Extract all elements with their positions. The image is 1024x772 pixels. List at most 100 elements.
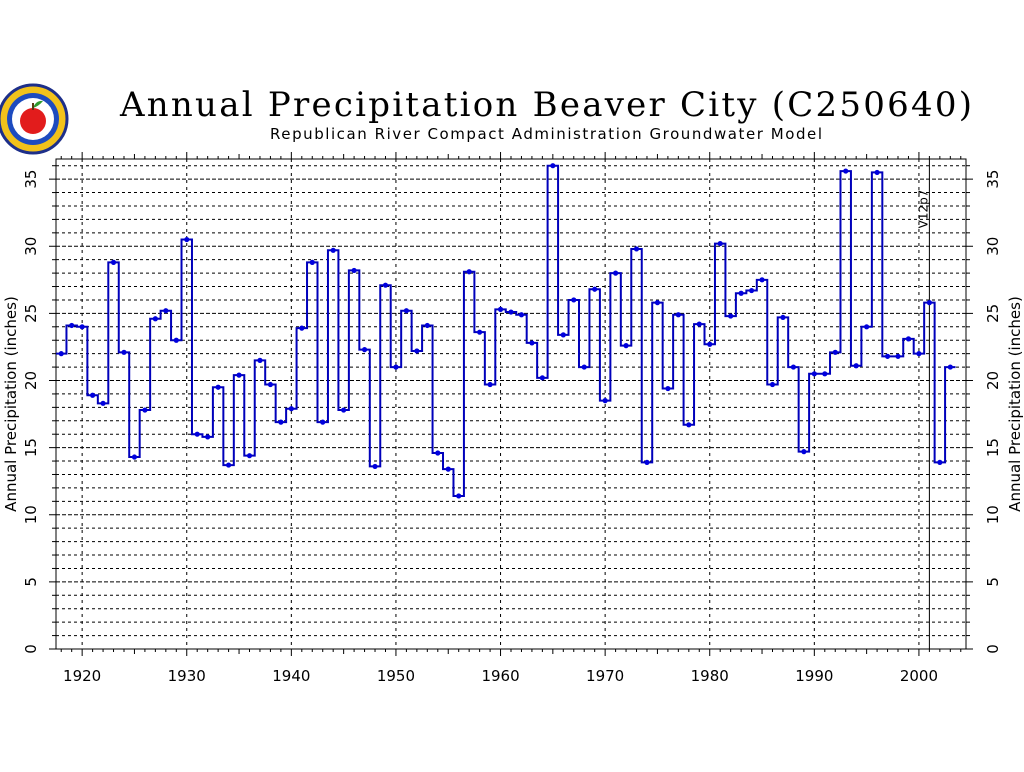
y-tick-label-left: 10 [22, 505, 40, 524]
data-point [382, 282, 389, 288]
annotation-label: V12p7 [916, 190, 930, 229]
data-point [529, 340, 535, 346]
data-point [707, 341, 713, 347]
data-point [696, 321, 702, 327]
data-point [330, 247, 336, 253]
marker-layer [58, 163, 953, 499]
data-point [278, 419, 284, 425]
data-point [738, 290, 744, 296]
data-point [665, 385, 671, 392]
y-tick-label-right: 15 [984, 438, 1002, 457]
data-point [822, 371, 828, 377]
y-axis-label-right: Annual Precipitation (inches) [1006, 296, 1024, 512]
data-point [550, 163, 556, 169]
data-point [320, 419, 326, 425]
data-point [173, 337, 179, 343]
y-tick-label-left: 0 [22, 644, 40, 654]
data-point [508, 309, 514, 315]
data-point [435, 450, 441, 456]
data-point [581, 364, 587, 370]
data-point [403, 308, 410, 314]
data-point [351, 267, 357, 274]
data-point [299, 325, 305, 331]
logo-seal-icon [0, 83, 69, 155]
data-point [644, 459, 650, 465]
series-step-line [56, 164, 956, 497]
y-tick-label-left: 20 [22, 371, 40, 390]
data-point [236, 372, 242, 378]
data-point [90, 392, 96, 398]
data-point [69, 322, 75, 329]
data-point [602, 398, 608, 404]
data-point [769, 381, 776, 388]
y-tick-label-right: 10 [984, 505, 1002, 524]
y-tick-label-left: 25 [22, 304, 40, 323]
data-point [257, 357, 263, 363]
y-tick-label-right: 20 [984, 371, 1002, 390]
tick-layer: 0 0 5 5 10 10 15 15 20 20 25 25 30 30 35 35 1920 1930 1940… [22, 152, 1002, 685]
y-tick-label-right: 25 [984, 304, 1002, 323]
x-tick-label: 1950 [377, 667, 415, 685]
data-point [456, 493, 462, 499]
data-point [163, 308, 169, 314]
data-point [612, 270, 619, 276]
data-point [780, 314, 786, 321]
y-tick-label-left: 5 [22, 577, 40, 587]
x-tick-label: 1970 [586, 667, 624, 685]
y-tick-label-right: 5 [984, 577, 1002, 587]
data-point [225, 462, 232, 468]
data-point [560, 332, 566, 338]
data-point [905, 336, 912, 342]
y-tick-label-right: 30 [984, 237, 1002, 256]
data-point [864, 324, 870, 330]
y-tick-label-left: 15 [22, 438, 40, 457]
data-point [937, 459, 943, 465]
grid-layer [56, 159, 966, 649]
x-tick-label: 1940 [272, 667, 310, 685]
data-point [142, 407, 148, 413]
data-point [205, 434, 211, 440]
data-point [121, 349, 127, 355]
annotation-layer: V12p7 [916, 159, 930, 649]
data-point [853, 363, 859, 369]
data-point [811, 371, 817, 377]
data-point [477, 329, 483, 335]
data-point [801, 449, 807, 455]
data-point [843, 168, 849, 174]
data-point [884, 353, 891, 359]
chart-subtitle: Republican River Compact Administration … [270, 125, 822, 143]
data-point [790, 364, 797, 370]
data-point [654, 300, 661, 306]
x-tick-label: 1980 [691, 667, 729, 685]
x-tick-label: 1990 [795, 667, 833, 685]
y-tick-label-left: 30 [22, 237, 40, 256]
data-point [759, 277, 765, 283]
data-point [633, 246, 640, 252]
data-point [152, 316, 158, 322]
data-point [571, 297, 577, 303]
x-tick-label: 1930 [168, 667, 206, 685]
x-tick-label: 1960 [481, 667, 519, 685]
data-point [947, 364, 953, 370]
data-point [592, 286, 598, 292]
data-point [728, 313, 734, 319]
data-point [717, 240, 723, 247]
y-tick-label-right: 35 [984, 170, 1002, 189]
data-point [372, 463, 378, 470]
data-point [832, 349, 838, 355]
data-point [58, 351, 64, 357]
data-point [194, 431, 200, 437]
data-point [110, 259, 117, 265]
x-tick-label: 1920 [63, 667, 101, 685]
data-point [466, 269, 472, 275]
data-point [445, 466, 451, 472]
data-point [341, 407, 347, 413]
data-point [895, 353, 901, 359]
data-point [246, 453, 253, 459]
data-point [916, 351, 922, 357]
data-point [267, 381, 274, 388]
series-layer [56, 164, 956, 497]
data-point [131, 454, 138, 460]
